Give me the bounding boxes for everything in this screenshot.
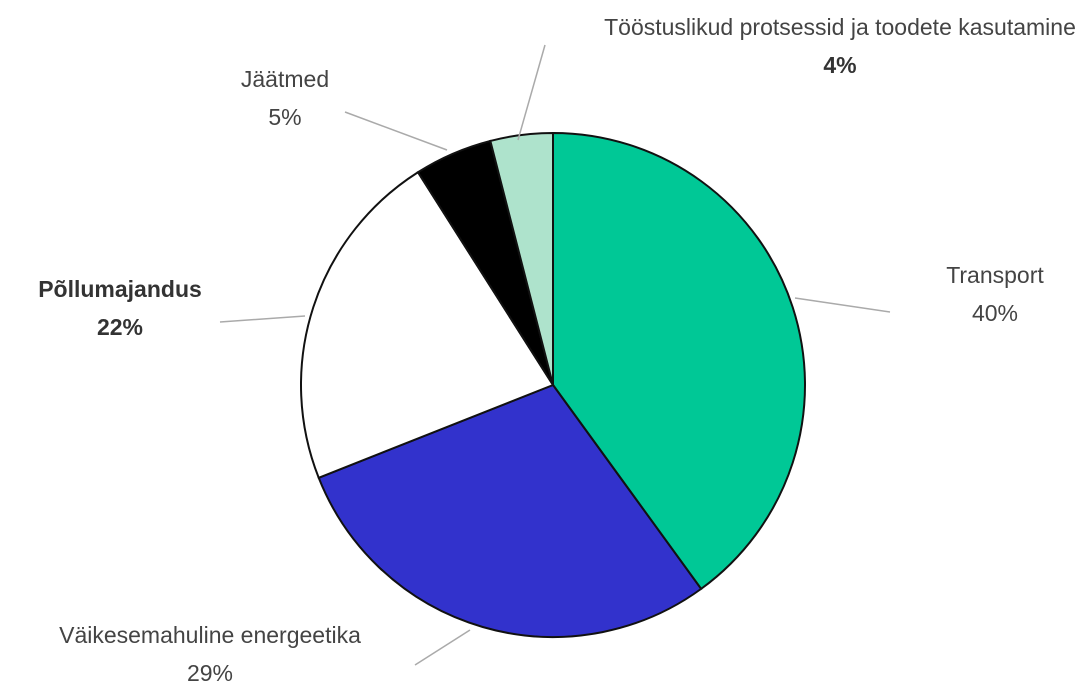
pie-slice: [489, 131, 554, 386]
category-label: Jäätmed: [240, 66, 330, 92]
value-label: 4%: [823, 52, 857, 78]
leader-line: [344, 111, 448, 151]
category-label: Transport: [946, 262, 1044, 288]
slice-label: Jäätmed 5%: [190, 60, 380, 136]
category-label: Põllumajandus: [38, 276, 202, 302]
leader-line: [219, 315, 306, 323]
pie-slice: [317, 383, 703, 638]
category-label: Tööstuslikud protsessid ja toodete kasut…: [604, 14, 1076, 40]
category-label: Väikesemahuline energeetika: [59, 622, 361, 648]
pie-slice: [552, 131, 806, 591]
pie-slice: [300, 170, 555, 480]
value-label: 40%: [971, 300, 1019, 326]
slice-label: Väikesemahuline energeetika 29%: [0, 616, 420, 687]
leader-line: [414, 629, 471, 666]
leader-line: [517, 44, 546, 141]
slice-label: Transport 40%: [890, 256, 1077, 332]
value-label: 29%: [186, 660, 234, 686]
value-label: 22%: [96, 314, 144, 340]
leader-line: [794, 297, 891, 313]
value-label: 5%: [268, 104, 302, 130]
slice-label: Põllumajandus 22%: [0, 270, 240, 346]
slice-label: Tööstuslikud protsessid ja toodete kasut…: [600, 8, 1077, 84]
